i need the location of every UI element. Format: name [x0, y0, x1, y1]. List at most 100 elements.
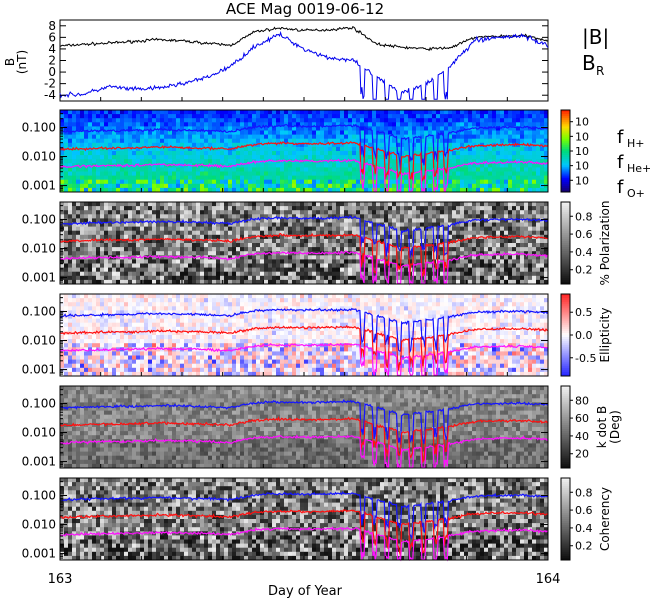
heatmap-cell: [316, 110, 321, 115]
heatmap-cell: [180, 126, 185, 131]
heatmap-cell: [236, 167, 241, 172]
heatmap-cell: [456, 230, 461, 236]
heatmap-cell: [280, 222, 285, 227]
heatmap-cell: [360, 202, 365, 207]
heatmap-cell: [348, 226, 353, 232]
heatmap-cell: [92, 171, 97, 176]
heatmap-cell: [248, 159, 253, 164]
heatmap-cell: [360, 159, 365, 164]
heatmap-cell: [440, 122, 445, 127]
heatmap-cell: [200, 171, 205, 176]
heatmap-cell: [328, 214, 333, 219]
heatmap-cell: [80, 210, 85, 215]
colorbar-swatch: [561, 116, 570, 119]
heatmap-cell: [488, 134, 493, 140]
heatmap-cell: [300, 222, 305, 227]
heatmap-cell: [116, 267, 121, 273]
heatmap-cell: [160, 183, 165, 189]
heatmap-cell: [372, 230, 377, 236]
heatmap-cell: [144, 243, 149, 248]
heatmap-cell: [520, 255, 525, 260]
heatmap-cell: [472, 247, 477, 252]
heatmap-cell: [528, 271, 533, 277]
heatmap-cell: [328, 175, 333, 181]
heatmap-cell: [384, 279, 389, 285]
heatmap-cell: [532, 263, 537, 268]
heatmap-cell: [460, 263, 465, 268]
heatmap-cell: [500, 151, 505, 156]
heatmap-cell: [412, 275, 417, 281]
heatmap-cell: [64, 210, 69, 215]
heatmap-cell: [348, 222, 353, 227]
heatmap-cell: [64, 114, 69, 119]
heatmap-cell: [96, 159, 101, 164]
heatmap-cell: [96, 247, 101, 252]
heatmap-cell: [120, 234, 125, 240]
heatmap-cell: [84, 230, 89, 236]
heatmap-cell: [512, 171, 517, 176]
heatmap-cell: [524, 267, 529, 273]
heatmap-cell: [288, 151, 293, 156]
heatmap-cell: [160, 226, 165, 232]
heatmap-cell: [380, 247, 385, 252]
heatmap-cell: [480, 183, 485, 189]
heatmap-cell: [388, 163, 393, 168]
heatmap-cell: [200, 275, 205, 281]
heatmap-cell: [420, 126, 425, 131]
b-ytick-label: 2: [48, 54, 56, 68]
heatmap-cell: [196, 210, 201, 215]
heatmap-cell: [120, 251, 125, 256]
heatmap-cell: [240, 114, 245, 119]
heatmap-cell: [480, 267, 485, 273]
heatmap-cell: [512, 214, 517, 219]
heatmap-cell: [496, 167, 501, 172]
heatmap-cell: [312, 155, 317, 160]
heatmap-cell: [144, 238, 149, 244]
heatmap-cell: [336, 210, 341, 215]
heatmap-cell: [304, 222, 309, 227]
heatmap-cell: [524, 159, 529, 164]
heatmap-cell: [324, 230, 329, 236]
heatmap-cell: [124, 175, 129, 181]
heatmap-cell: [216, 110, 221, 115]
heatmap-cell: [532, 146, 537, 152]
heatmap-cell: [468, 206, 473, 211]
heatmap-cell: [276, 122, 281, 127]
heatmap-cell: [152, 222, 157, 227]
heatmap-cell: [528, 255, 533, 260]
heatmap-cell: [352, 275, 357, 281]
heatmap-cell: [196, 179, 201, 185]
heatmap-cell: [100, 251, 105, 256]
heatmap-cell: [544, 175, 549, 181]
heatmap-cell: [472, 210, 477, 215]
heatmap-cell: [280, 122, 285, 127]
heatmap-cell: [96, 118, 101, 123]
heatmap-cell: [468, 187, 473, 193]
heatmap-cell: [212, 230, 217, 236]
heatmap-cell: [228, 255, 233, 260]
heatmap-cell: [396, 230, 401, 236]
heatmap-cell: [136, 251, 141, 256]
heatmap-cell: [224, 210, 229, 215]
heatmap-cell: [512, 255, 517, 260]
heatmap-cell: [408, 151, 413, 156]
colorbar-swatch: [561, 110, 570, 113]
heatmap-cell: [520, 218, 525, 223]
heatmap-cell: [136, 171, 141, 176]
heatmap-cell: [252, 247, 257, 252]
heatmap-cell: [136, 210, 141, 215]
heatmap-cell: [228, 110, 233, 115]
heatmap-cell: [92, 263, 97, 268]
heatmap-cell: [444, 271, 449, 277]
heatmap-cell: [288, 122, 293, 127]
heatmap-cell: [304, 279, 309, 285]
heatmap-cell: [268, 159, 273, 164]
heatmap-cell: [96, 163, 101, 168]
heatmap-cell: [408, 114, 413, 119]
heatmap-cell: [72, 159, 77, 164]
heatmap-cell: [264, 171, 269, 176]
heatmap-cell: [140, 138, 145, 144]
heatmap-cell: [128, 267, 133, 273]
heatmap-cell: [212, 271, 217, 277]
heatmap-cell: [340, 226, 345, 232]
